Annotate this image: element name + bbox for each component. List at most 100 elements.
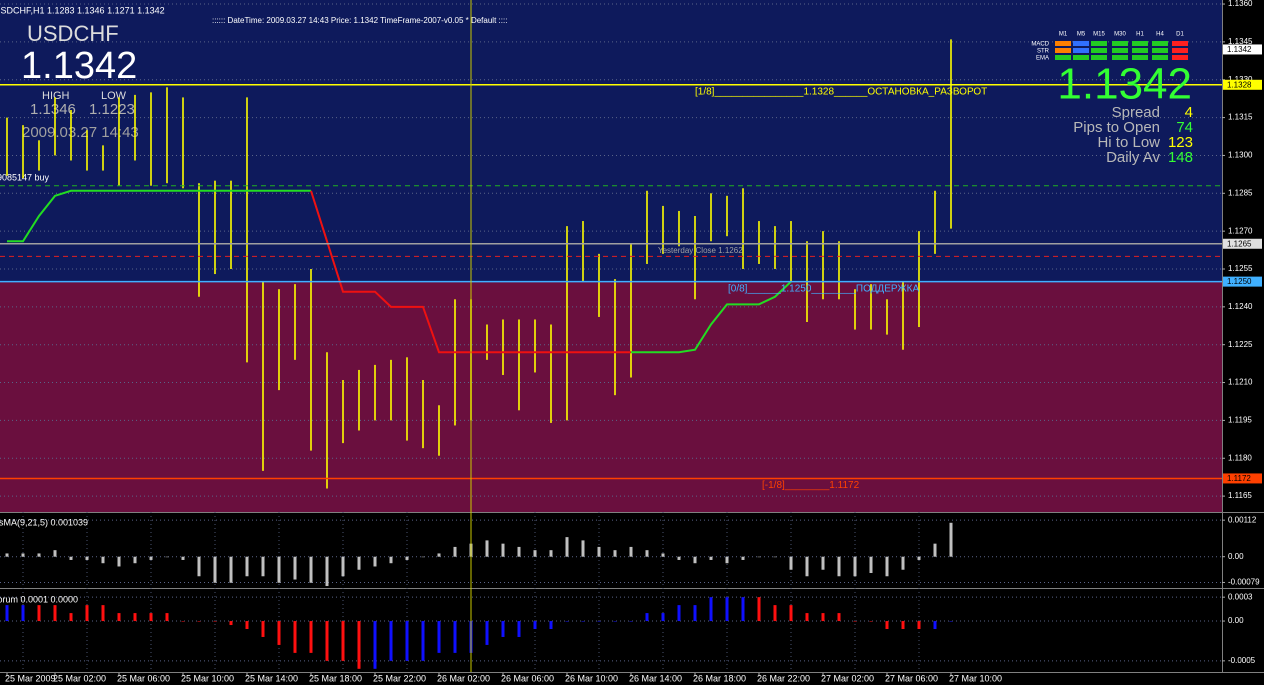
histogram-bar	[117, 613, 121, 622]
histogram-bar	[53, 605, 57, 622]
day-high: 1.1346	[30, 101, 76, 118]
histogram-bar	[5, 605, 9, 622]
timeframe-label: M30	[1114, 32, 1126, 38]
signal-cell	[1073, 55, 1089, 60]
histogram-bar	[949, 621, 953, 622]
histogram-bar	[309, 556, 313, 583]
histogram-bar	[197, 621, 201, 622]
stat-value: 74	[1176, 119, 1193, 136]
histogram-bar	[69, 613, 73, 622]
histogram-bar	[517, 621, 521, 637]
histogram-bar	[677, 605, 681, 622]
histogram-bar	[501, 543, 505, 557]
histogram-bar	[917, 556, 921, 560]
histogram-bar	[245, 556, 249, 577]
histogram-bar	[453, 546, 457, 557]
histogram-bar	[53, 550, 57, 557]
level-label: [1/8]________________1.1328______ОСТАНОВ…	[695, 86, 987, 97]
timeframe-label: D1	[1176, 32, 1184, 38]
stat-value: 123	[1168, 134, 1193, 151]
histogram-bar	[885, 621, 889, 630]
y-tick-label: 1.1330	[1228, 75, 1253, 84]
price-tag	[1223, 238, 1262, 249]
histogram-bar	[485, 621, 489, 645]
histogram-bar	[341, 621, 345, 661]
histogram-bar	[453, 621, 457, 653]
histogram-bar	[325, 621, 329, 661]
panel-label: Forum 0.0001 0.0000	[0, 594, 78, 604]
timeframe-label: M5	[1077, 32, 1086, 38]
signal-cell	[1132, 55, 1148, 60]
price-tag-label: 1.1172	[1227, 474, 1251, 483]
indicator-label: MACD	[1031, 42, 1049, 48]
x-tick-label: 25 Mar 14:00	[245, 673, 298, 683]
histogram-bar	[85, 605, 89, 622]
histogram-bar	[917, 621, 921, 630]
histogram-bar	[853, 556, 857, 577]
y-tick-label: 1.1255	[1228, 264, 1253, 273]
histogram-bar	[901, 621, 905, 630]
x-tick-label: 25 Mar 10:00	[181, 673, 234, 683]
histogram-bar	[933, 621, 937, 630]
signal-cell	[1172, 55, 1188, 60]
histogram-bar	[325, 556, 329, 587]
y-tick-label: 1.1300	[1228, 151, 1253, 160]
window-title: USDCHF,H1 1.1283 1.1346 1.1271 1.1342	[0, 5, 165, 15]
signal-cell	[1172, 48, 1188, 53]
signal-cell	[1152, 41, 1168, 46]
y-tick-label: 0.0003	[1228, 592, 1253, 601]
y-tick-label: 1.1180	[1228, 453, 1252, 462]
histogram-bar	[357, 556, 361, 570]
histogram-bar	[405, 621, 409, 661]
histogram-bar	[101, 556, 105, 564]
stat-label: Hi to Low	[1097, 134, 1160, 151]
price-tag-label: 1.1265	[1227, 239, 1252, 248]
histogram-bar	[437, 553, 441, 557]
histogram-bar	[789, 556, 793, 570]
histogram-bar	[261, 556, 265, 577]
x-tick-label: 25 Mar 22:00	[373, 673, 426, 683]
histogram-bar	[149, 613, 153, 622]
histogram-bar	[293, 556, 297, 580]
price-tag	[1223, 276, 1262, 287]
histogram-bar	[805, 613, 809, 622]
y-tick-label: 0.00	[1228, 616, 1244, 625]
timeframe-label: H1	[1136, 32, 1144, 38]
low-caption: LOW	[101, 90, 127, 102]
y-tick-label: 1.1345	[1228, 37, 1253, 46]
histogram-bar	[165, 613, 169, 622]
histogram-bar	[757, 556, 761, 558]
histogram-bar	[789, 605, 793, 622]
signal-cell	[1091, 48, 1107, 53]
histogram-bar	[373, 556, 377, 567]
signal-cell	[1091, 55, 1107, 60]
histogram-bar	[421, 556, 425, 558]
histogram-bar	[101, 605, 105, 622]
indicator-label: STR	[1037, 49, 1050, 55]
y-tick-label: 1.1210	[1228, 378, 1253, 387]
histogram-bar	[757, 597, 761, 622]
histogram-bar	[693, 556, 697, 564]
y-tick-label: 1.1315	[1228, 113, 1253, 122]
histogram-bar	[613, 621, 617, 622]
histogram-bar	[805, 556, 809, 577]
day-low: 1.1223	[89, 101, 135, 118]
histogram-bar	[869, 556, 873, 573]
level-label: [0/8]______1.1250________ПОДДЕРЖКА	[728, 283, 919, 294]
stat-value: 148	[1168, 149, 1193, 166]
price-tag	[1223, 44, 1262, 55]
histogram-bar	[741, 556, 745, 560]
histogram-bar	[533, 550, 537, 557]
histogram-bar	[933, 543, 937, 557]
symbol: USDCHF	[27, 21, 119, 46]
x-tick-label: 25 Mar 18:00	[309, 673, 362, 683]
histogram-bar	[581, 540, 585, 557]
indicator-label: EMA	[1036, 56, 1049, 62]
signal-cell	[1152, 55, 1168, 60]
histogram-bar	[85, 556, 89, 560]
histogram-bar	[741, 597, 745, 622]
histogram-bar	[501, 621, 505, 637]
